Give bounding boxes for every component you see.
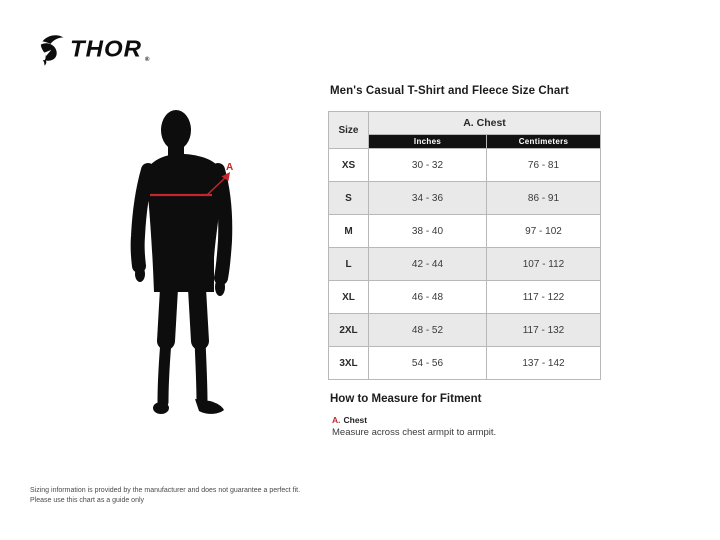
- table-row: M 38 - 40 97 - 102: [328, 214, 601, 248]
- size-chart-table: Size A. Chest Inches Centimeters XS 30 -…: [328, 111, 601, 380]
- table-row: 2XL 48 - 52 117 - 132: [328, 313, 601, 347]
- centimeters-cell: 97 - 102: [486, 214, 601, 248]
- size-column-header: Size: [328, 111, 369, 149]
- sizing-disclaimer: Sizing information is provided by the ma…: [30, 486, 300, 506]
- table-row: L 42 - 44 107 - 112: [328, 247, 601, 281]
- thor-mascot-icon: [40, 35, 64, 66]
- inches-cell: 42 - 44: [368, 247, 487, 281]
- centimeters-cell: 117 - 132: [486, 313, 601, 347]
- centimeters-cell: 86 - 91: [486, 181, 601, 215]
- size-cell: XS: [328, 148, 369, 182]
- table-row: S 34 - 36 86 - 91: [328, 181, 601, 215]
- inches-cell: 38 - 40: [368, 214, 487, 248]
- registered-mark: ®: [145, 57, 150, 63]
- measure-item-chest: A. Chest: [332, 415, 367, 425]
- brand-wordmark: THOR: [70, 36, 142, 62]
- size-cell: M: [328, 214, 369, 248]
- inches-column-header: Inches: [368, 134, 487, 149]
- size-chart-title: Men's Casual T-Shirt and Fleece Size Cha…: [330, 85, 569, 97]
- centimeters-column-header: Centimeters: [486, 134, 601, 149]
- table-row: XS 30 - 32 76 - 81: [328, 148, 601, 182]
- thor-logo: THOR ®: [36, 33, 149, 66]
- inches-cell: 46 - 48: [368, 280, 487, 314]
- table-row: 3XL 54 - 56 137 - 142: [328, 346, 601, 380]
- disclaimer-line-1: Sizing information is provided by the ma…: [30, 487, 301, 494]
- measure-point-a-label: A: [226, 162, 234, 173]
- table-row: XL 46 - 48 117 - 122: [328, 280, 601, 314]
- centimeters-cell: 137 - 142: [486, 346, 601, 380]
- size-cell: S: [328, 181, 369, 215]
- chest-measure-line: [150, 172, 230, 197]
- header-row-units: Inches Centimeters: [329, 134, 601, 149]
- header-row-group: Size A. Chest: [328, 111, 601, 149]
- measure-item-key: A.: [332, 415, 341, 425]
- chest-group-header: A. Chest: [368, 111, 601, 135]
- centimeters-cell: 117 - 122: [486, 280, 601, 314]
- disclaimer-line-2: Please use this chart as a guide only: [30, 497, 145, 504]
- male-silhouette-figure: [130, 110, 233, 414]
- inches-cell: 30 - 32: [368, 148, 487, 182]
- inches-cell: 34 - 36: [368, 181, 487, 215]
- inches-cell: 54 - 56: [368, 346, 487, 380]
- size-cell: 3XL: [328, 346, 369, 380]
- measure-section-heading: How to Measure for Fitment: [330, 393, 482, 405]
- measure-item-name: Chest: [343, 415, 368, 425]
- inches-cell: 48 - 52: [368, 313, 487, 347]
- size-cell: XL: [328, 280, 369, 314]
- measure-item-description: Measure across chest armpit to armpit.: [332, 427, 497, 438]
- centimeters-cell: 76 - 81: [486, 148, 601, 182]
- size-cell: L: [328, 247, 369, 281]
- size-cell: 2XL: [328, 313, 369, 347]
- centimeters-cell: 107 - 112: [486, 247, 601, 281]
